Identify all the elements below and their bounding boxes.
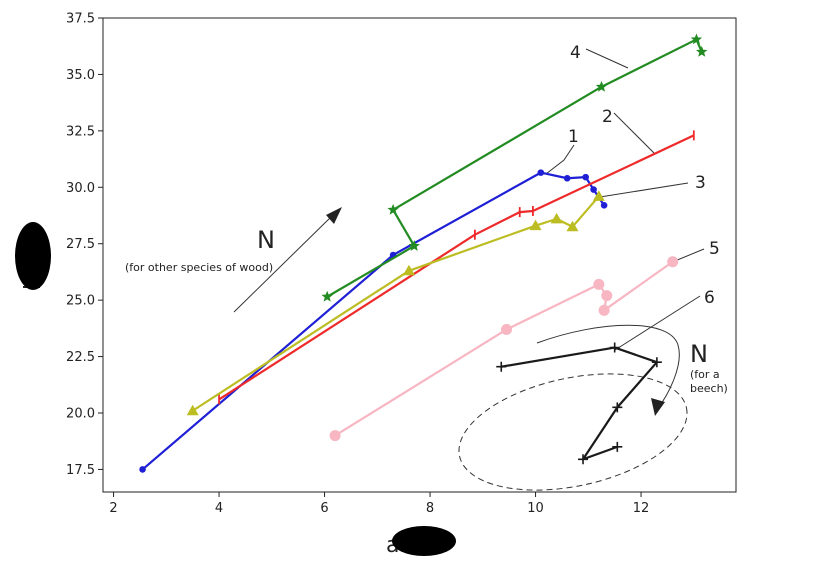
x-tick-label: 12: [633, 501, 650, 516]
data-point: [612, 402, 623, 413]
series-label-1: 1: [568, 127, 579, 147]
north-note-beech-line2: beech): [690, 382, 728, 395]
data-point: [612, 441, 623, 452]
series-6: [496, 342, 662, 465]
north-arrow-beech: [536, 324, 680, 409]
y-tick-label: 30.0: [66, 181, 95, 196]
data-point: [651, 357, 662, 368]
north-note-general: (for other species of wood): [125, 261, 273, 274]
data-point: [537, 169, 545, 176]
north-note-beech-line1: (for a: [690, 368, 720, 381]
data-point: [387, 203, 399, 215]
data-point: [408, 239, 420, 251]
data-point: [501, 323, 513, 335]
y-tick-label: 20.0: [66, 407, 95, 422]
x-tick-label: 6: [320, 501, 328, 516]
leader-line-2: [613, 112, 656, 155]
y-tick-label: 32.5: [66, 124, 95, 139]
north-label-beech: N: [690, 340, 708, 368]
data-point: [550, 212, 563, 224]
x-tick-label: 10: [527, 501, 544, 516]
series-1: [139, 169, 608, 473]
annotation-lines: [233, 48, 705, 491]
x-tick-label: 2: [109, 501, 117, 516]
series-label-5: 5: [709, 239, 720, 259]
data-point: [186, 404, 199, 416]
y-tick-label: 37.5: [66, 12, 95, 27]
data-point: [590, 186, 597, 193]
y-tick-label: 22.5: [66, 350, 95, 365]
leader-line-4: [585, 48, 629, 69]
data-point: [592, 190, 605, 201]
data-point: [566, 220, 579, 232]
data-point: [321, 290, 333, 302]
series-label-4: 4: [570, 43, 581, 63]
y-tick-label: 27.5: [66, 237, 95, 252]
y-tick-label: 25.0: [66, 294, 95, 309]
beech-ellipse: [458, 373, 688, 491]
series-group: [139, 33, 708, 473]
data-point: [609, 342, 620, 353]
series-line-4: [326, 38, 703, 298]
series-label-2: 2: [602, 107, 613, 127]
data-point: [600, 202, 608, 209]
series-5: [329, 256, 679, 442]
axis-ticks: 2 4 6 8 10 1217.520.022.525.027.530.032.535.0…: [66, 12, 649, 517]
data-point: [139, 466, 146, 473]
series-line-6: [501, 346, 658, 461]
north-arrow-general: [233, 214, 334, 313]
data-point: [601, 290, 613, 302]
leader-line-6: [614, 295, 701, 351]
series-label-6: 6: [704, 288, 715, 308]
north-label-general: N: [257, 226, 275, 254]
leader-line-1: [545, 144, 575, 175]
data-point: [667, 256, 679, 268]
x-tick-label: 4: [215, 501, 223, 516]
y-tick-label: 17.5: [66, 463, 95, 478]
data-point: [598, 304, 610, 316]
north-arrow-beech-head: [651, 398, 665, 416]
data-point: [329, 430, 341, 442]
data-point: [563, 174, 571, 182]
series-label-3: 3: [695, 173, 706, 193]
data-point: [496, 361, 507, 372]
data-point: [690, 33, 703, 45]
data-point: [593, 278, 605, 290]
data-point: [578, 454, 589, 465]
data-point: [595, 80, 608, 92]
series-3: [186, 190, 605, 416]
redaction-blob-x: [392, 526, 456, 556]
series-line-1: [141, 171, 606, 471]
data-point: [582, 173, 589, 181]
data-point: [696, 45, 708, 57]
series-4: [321, 33, 708, 302]
y-tick-label: 35.0: [66, 68, 95, 83]
plot-frame: [102, 17, 737, 493]
data-point: [529, 219, 542, 231]
data-point: [402, 264, 415, 276]
leader-line-3: [599, 182, 689, 198]
series-line-5: [334, 260, 674, 437]
x-tick-label: 8: [426, 501, 434, 516]
north-arrow-general-head: [326, 207, 342, 224]
redaction-blob-y: [15, 222, 51, 290]
series-line-3: [192, 195, 600, 412]
series-2: [218, 130, 695, 405]
